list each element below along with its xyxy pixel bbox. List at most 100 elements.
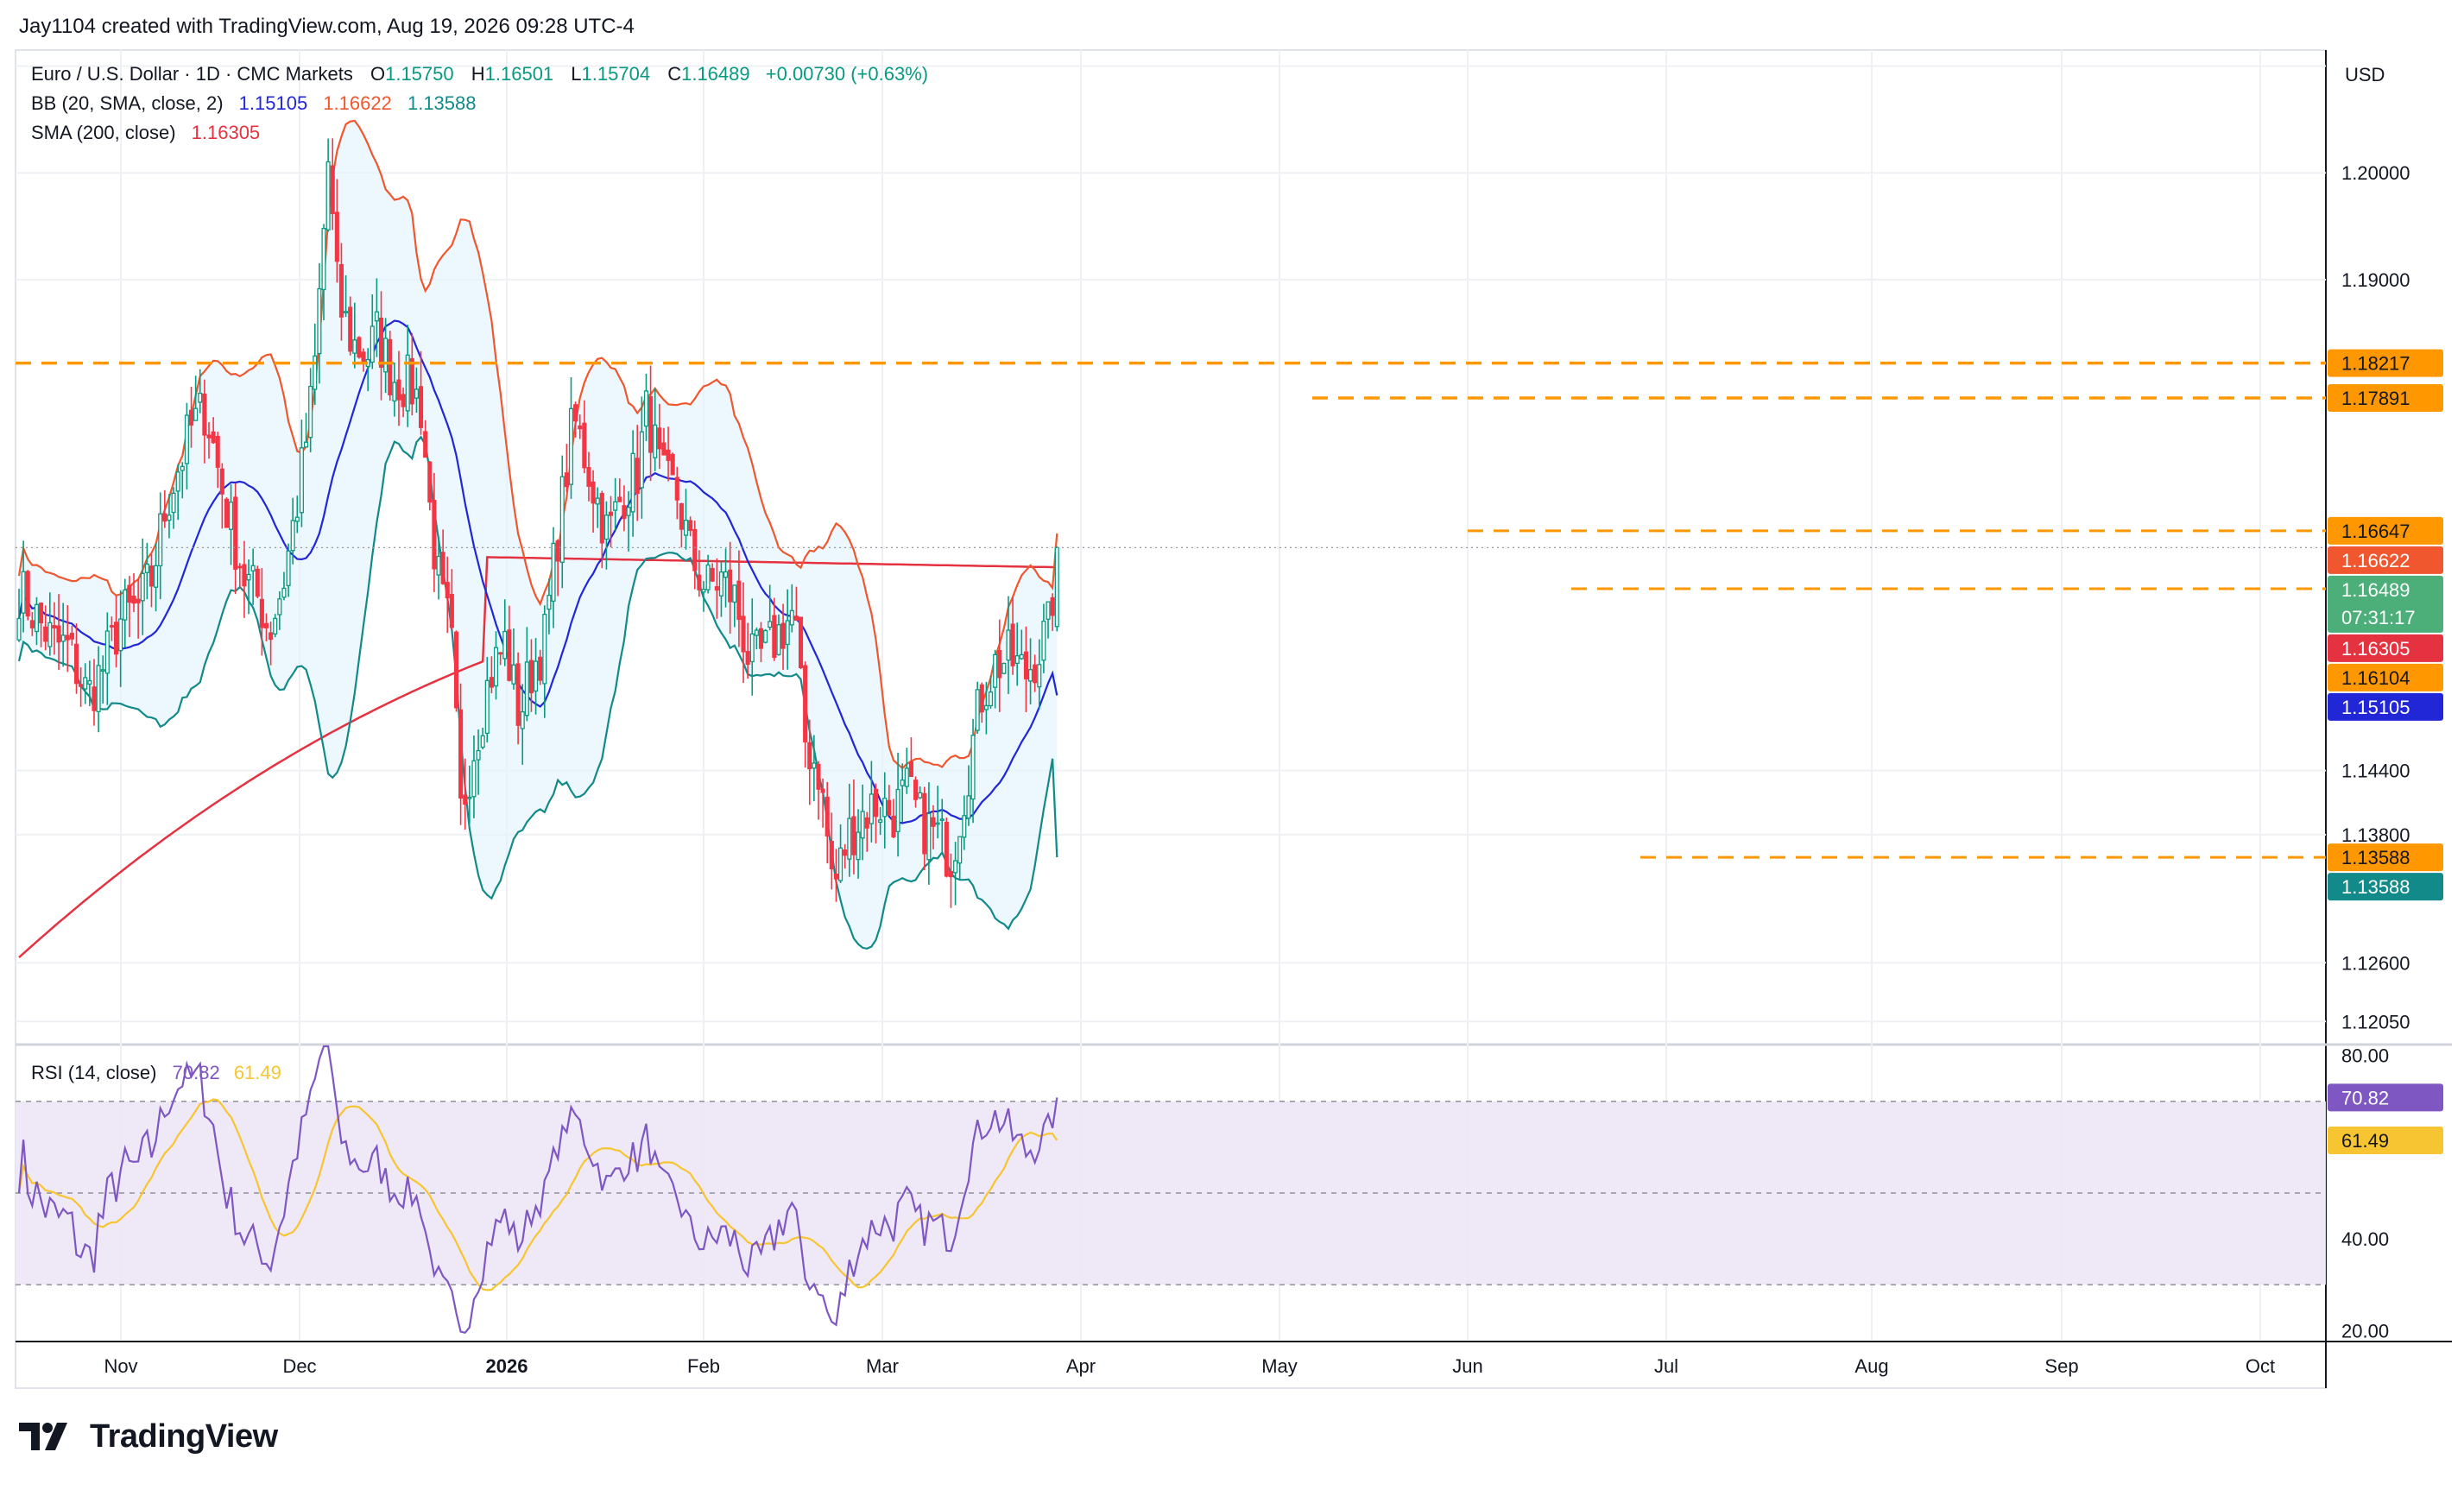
rsi-legend: RSI (14, close) 70.82 61.49 — [31, 1062, 281, 1083]
candle-body — [325, 161, 331, 230]
candle-body — [630, 452, 635, 513]
candle-body — [193, 407, 199, 421]
candle-body — [674, 477, 679, 501]
candle-body — [542, 614, 547, 685]
candle-body — [869, 793, 874, 824]
x-tick-label: Feb — [687, 1355, 720, 1377]
x-tick-label: Dec — [282, 1355, 316, 1377]
bb-lower-value: 1.13588 — [408, 92, 477, 114]
candle-body — [688, 520, 693, 532]
candle-body — [948, 870, 954, 878]
candle-body — [568, 407, 574, 485]
candle-body — [374, 311, 379, 322]
candle-body — [136, 598, 141, 603]
candle-body — [578, 425, 583, 430]
price-tag-label: 1.16104 — [2341, 667, 2410, 689]
legend-o-value: 1.15750 — [385, 63, 454, 85]
candle-body — [723, 571, 729, 578]
candle-body — [692, 528, 698, 571]
price-tag-label: 1.13588 — [2341, 847, 2410, 868]
legend-o-label: O — [370, 63, 385, 85]
candle-body — [957, 836, 963, 864]
candle-body — [820, 788, 825, 793]
candle-body — [140, 572, 145, 602]
candle-body — [1001, 662, 1007, 674]
bb-upper-value: 1.16622 — [323, 92, 392, 114]
candle-body — [843, 849, 848, 856]
candle-body — [776, 624, 781, 655]
candle-body — [528, 660, 534, 694]
price-tag — [2328, 873, 2443, 901]
rsi-tag — [2328, 1126, 2443, 1154]
candle-body — [202, 393, 207, 436]
candle-body — [16, 617, 22, 641]
candle-body — [498, 652, 503, 655]
candle-body — [555, 540, 560, 562]
price-tag-label: 1.16622 — [2341, 550, 2410, 571]
candle-body — [683, 520, 689, 536]
y-tick-label: 1.14400 — [2341, 761, 2410, 782]
candle-body — [1010, 623, 1015, 666]
candle-body — [705, 564, 711, 590]
candle-body — [60, 635, 66, 642]
candle-body — [436, 555, 441, 576]
candle-body — [595, 497, 600, 505]
candle-body — [445, 582, 450, 599]
candle-body — [73, 643, 79, 685]
candle-body — [100, 669, 105, 672]
currency-button[interactable] — [2329, 54, 2448, 95]
candle-body — [768, 621, 773, 628]
candle-body — [970, 735, 976, 800]
candle-body — [131, 595, 136, 604]
candle-body — [710, 567, 715, 582]
candle-body — [807, 742, 812, 770]
candle-body — [520, 710, 525, 729]
candle-body — [953, 860, 958, 874]
legend-c-label: C — [667, 63, 681, 85]
candle-body — [396, 379, 401, 401]
candle-body — [913, 780, 919, 800]
candle-body — [259, 598, 264, 628]
bb-legend-label: BB (20, SMA, close, 2) — [31, 92, 224, 114]
sma-legend: SMA (200, close) 1.16305 — [31, 122, 260, 143]
price-tag — [2328, 383, 2443, 412]
candle-body — [643, 390, 649, 427]
candle-body — [1019, 653, 1024, 660]
bb-lower-line — [17, 435, 1058, 950]
candle-body — [887, 799, 892, 816]
candle-body — [432, 500, 437, 570]
candle-body — [344, 311, 349, 313]
candle-body — [321, 227, 326, 291]
candle-body — [728, 569, 733, 603]
candle-body — [803, 665, 808, 742]
candle-body — [233, 496, 238, 570]
price-tag — [2328, 575, 2443, 633]
x-tick-label: Mar — [866, 1355, 899, 1377]
tradingview-brand[interactable]: TradingView — [19, 1410, 278, 1463]
candle-body — [679, 502, 684, 530]
candle-body — [926, 812, 932, 861]
price-tag-label: 1.17891 — [2341, 388, 2410, 409]
candle-body — [639, 431, 644, 489]
candle-body — [463, 794, 468, 805]
candle-body — [215, 435, 220, 468]
y-tick-label: 1.12600 — [2341, 952, 2410, 974]
candle-body — [758, 628, 764, 649]
candle-body — [286, 550, 291, 586]
candle-body — [308, 385, 313, 439]
candle-body — [29, 620, 35, 628]
candle-body — [476, 749, 481, 761]
candle-body — [838, 847, 843, 881]
candle-body — [419, 386, 424, 428]
price-tag — [2328, 634, 2443, 662]
candle-body — [922, 792, 927, 855]
candle-body — [975, 689, 980, 731]
price-tag-label: 1.18217 — [2341, 353, 2410, 375]
candle-body — [931, 817, 936, 827]
candle-body — [25, 571, 30, 617]
candle-body — [352, 339, 357, 354]
candle-body — [701, 589, 706, 593]
candle-body — [263, 622, 269, 628]
rsi-line — [17, 1045, 1058, 1335]
